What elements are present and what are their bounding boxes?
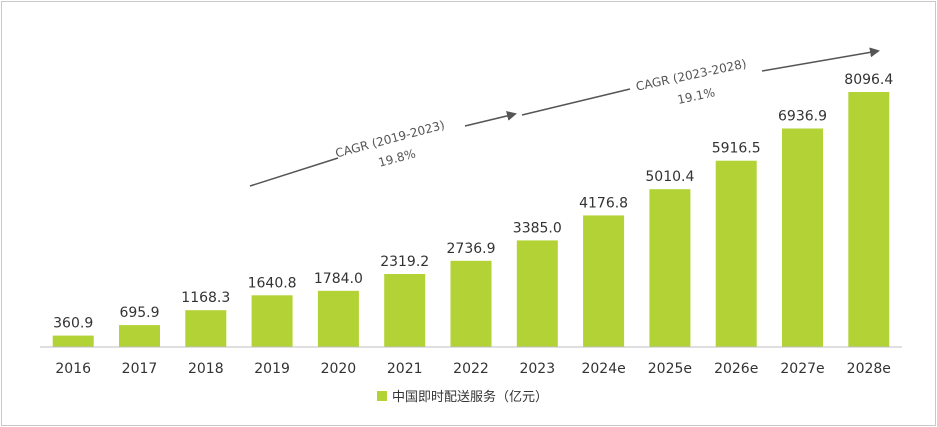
legend: 中国即时配送服务（亿元） <box>377 389 548 405</box>
x-tick-2024e: 2024e <box>581 361 625 377</box>
value-label-2019: 1640.8 <box>248 275 297 291</box>
value-label-2025e: 5010.4 <box>645 169 694 185</box>
bar-2018 <box>185 310 227 347</box>
x-tick-2022: 2022 <box>453 361 489 377</box>
value-label-2016: 360.9 <box>53 316 93 332</box>
bar-2019 <box>251 295 293 347</box>
bar-2021 <box>384 274 426 347</box>
value-label-2026e: 5916.5 <box>712 141 761 157</box>
x-tick-2019: 2019 <box>254 361 290 377</box>
bar-2024e <box>583 215 625 347</box>
value-label-2027e: 6936.9 <box>778 109 827 125</box>
bar-2017 <box>119 325 160 347</box>
value-label-2021: 2319.2 <box>380 254 429 270</box>
x-tick-2017: 2017 <box>122 361 158 377</box>
cagr-arrow-1 <box>249 157 339 187</box>
x-tick-2021: 2021 <box>387 361 423 377</box>
bar-2023 <box>516 240 558 347</box>
bar-2027e <box>782 128 823 347</box>
value-label-2024e: 4176.8 <box>579 195 628 211</box>
bar-2025e <box>649 189 691 347</box>
x-tick-2028e: 2028e <box>847 361 891 377</box>
cagr-value-1: 19.8% <box>377 146 417 169</box>
cagr-value-2: 19.1% <box>676 85 716 107</box>
value-label-2028e: 8096.4 <box>844 72 893 88</box>
x-tick-2020: 2020 <box>321 361 357 377</box>
x-tick-2018: 2018 <box>188 361 224 377</box>
x-tick-2026e: 2026e <box>714 361 758 377</box>
bar-2026e <box>715 160 757 347</box>
x-tick-2016: 2016 <box>55 361 91 377</box>
bar-2022 <box>450 260 492 347</box>
value-label-2018: 1168.3 <box>181 290 230 306</box>
legend-label: 中国即时配送服务（亿元） <box>392 389 548 405</box>
cagr-arrow-2-head <box>761 47 880 72</box>
bar-2028e <box>848 92 890 347</box>
x-tick-2025e: 2025e <box>648 361 692 377</box>
value-label-2022: 2736.9 <box>447 241 496 257</box>
cagr-annotation-2023-2028: CAGR (2023-2028) 19.1% <box>521 47 880 116</box>
x-tick-2027e: 2027e <box>780 361 824 377</box>
cagr-arrow-2 <box>521 88 631 116</box>
value-label-2017: 695.9 <box>119 305 159 321</box>
legend-swatch <box>377 391 387 401</box>
x-tick-2023: 2023 <box>519 361 555 377</box>
bar-2016 <box>52 335 94 347</box>
cagr-arrow-1-head <box>464 111 517 127</box>
value-label-2023: 3385.0 <box>513 220 562 236</box>
bar-2020 <box>317 290 359 347</box>
cagr-annotation-2019-2023: CAGR (2019-2023) 19.8% <box>249 111 517 187</box>
cagr-label-2: CAGR (2023-2028) <box>635 57 748 94</box>
value-label-2020: 1784.0 <box>314 271 363 287</box>
